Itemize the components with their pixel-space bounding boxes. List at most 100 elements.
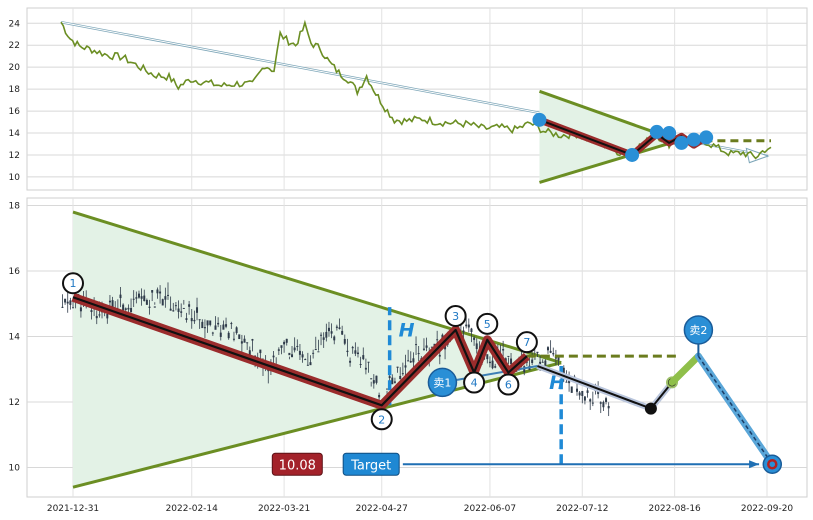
pattern-point-4-label: 4 (471, 377, 478, 390)
detail-y-tick-label: 18 (9, 202, 21, 212)
candle-body (441, 334, 444, 339)
height-marker-label: H (399, 320, 415, 342)
candle-body (66, 301, 69, 304)
candle-body (320, 334, 323, 336)
x-tick-label: 2022-02-14 (166, 504, 219, 514)
candle-body (491, 360, 494, 369)
candle-body (304, 359, 307, 361)
candle-body (467, 324, 470, 328)
candle-body (378, 394, 381, 398)
candle-body (132, 298, 135, 300)
target-point-marker (762, 454, 783, 475)
candle-body (72, 307, 74, 309)
candle-body (285, 338, 288, 343)
candle-body (172, 310, 175, 312)
candle-body (225, 324, 228, 327)
candle-body (211, 332, 214, 334)
candle-body (407, 360, 410, 362)
candle-body (130, 308, 133, 313)
triangle-upper-line (72, 210, 562, 365)
candle-body (135, 297, 138, 299)
overview-y-tick-label: 16 (9, 107, 21, 117)
candle-body (259, 349, 262, 354)
candle-body (586, 390, 589, 393)
overview-panel-frame (26, 7, 808, 191)
candle-body (182, 307, 185, 309)
pattern-point-7-marker (515, 331, 538, 354)
candle-body (404, 365, 407, 368)
candle-body (293, 347, 296, 351)
candle-body (375, 375, 378, 383)
candle-body (277, 349, 280, 351)
candle-body (465, 324, 468, 327)
pattern-point-1-marker (62, 272, 84, 295)
candle-body (425, 345, 428, 348)
candle-body (549, 350, 552, 353)
x-tick-label: 2022-08-16 (648, 504, 701, 514)
candle-body (333, 336, 336, 341)
low-point-marker (644, 402, 657, 415)
candle-body (243, 338, 246, 343)
candle-body (230, 323, 233, 325)
candle-body (417, 353, 420, 355)
candle-body (393, 381, 396, 383)
overview-point-marker (625, 147, 640, 162)
candle-body (581, 390, 584, 396)
overview-y-tick-label: 22 (9, 41, 20, 51)
candle-body (475, 343, 478, 350)
x-tick-label: 2021-12-31 (47, 504, 99, 514)
candle-body (296, 345, 299, 347)
candle-body (169, 308, 172, 311)
candle-body (301, 354, 304, 358)
candle-body (201, 321, 204, 329)
candle-body (232, 338, 235, 340)
candle-body (372, 380, 375, 384)
candle-body (280, 345, 283, 348)
pattern-point-2-label: 2 (378, 413, 385, 426)
candle-body (589, 399, 592, 402)
candle-body (298, 350, 301, 355)
candle-body (486, 354, 489, 360)
candle-body (330, 331, 333, 334)
candle-body (546, 347, 549, 351)
candle-body (576, 388, 579, 392)
candle-body (267, 369, 270, 372)
overview-plot (60, 19, 772, 184)
candle-body (106, 313, 109, 319)
candle-body (127, 307, 130, 310)
candle-body (599, 402, 602, 404)
candle-body (391, 377, 394, 385)
candle-body (95, 315, 98, 319)
candle-body (510, 358, 513, 365)
x-tick-label: 2022-03-21 (258, 504, 310, 514)
candle-body (605, 398, 608, 402)
candle-body (364, 367, 367, 370)
candle-body (494, 366, 497, 368)
candle-body (69, 300, 72, 305)
candle-body (166, 294, 169, 296)
overview-triangle-fill (539, 91, 679, 183)
candle-body (539, 361, 542, 365)
pattern-point-7-label: 7 (523, 336, 530, 349)
overview-y-tick-label: 24 (9, 19, 21, 29)
pattern-point-3-marker (444, 304, 467, 327)
candle-body (306, 364, 309, 366)
candle-body (251, 339, 254, 341)
candle-body (161, 299, 164, 306)
candle-body (557, 356, 560, 361)
candle-body (444, 345, 447, 350)
candle-body (180, 311, 183, 313)
candle-body (272, 355, 275, 358)
candle-body (533, 358, 536, 360)
candle-body (124, 308, 127, 310)
candle-body (354, 350, 357, 354)
overview-y-tick-label: 14 (9, 129, 21, 139)
candle-body (145, 299, 148, 305)
candle-body (203, 327, 206, 329)
candle-body (156, 289, 159, 294)
value-box-text: 10.08 (279, 458, 316, 473)
candle-body (206, 320, 209, 326)
sell2-marker (683, 315, 714, 345)
candle-body (436, 339, 439, 341)
